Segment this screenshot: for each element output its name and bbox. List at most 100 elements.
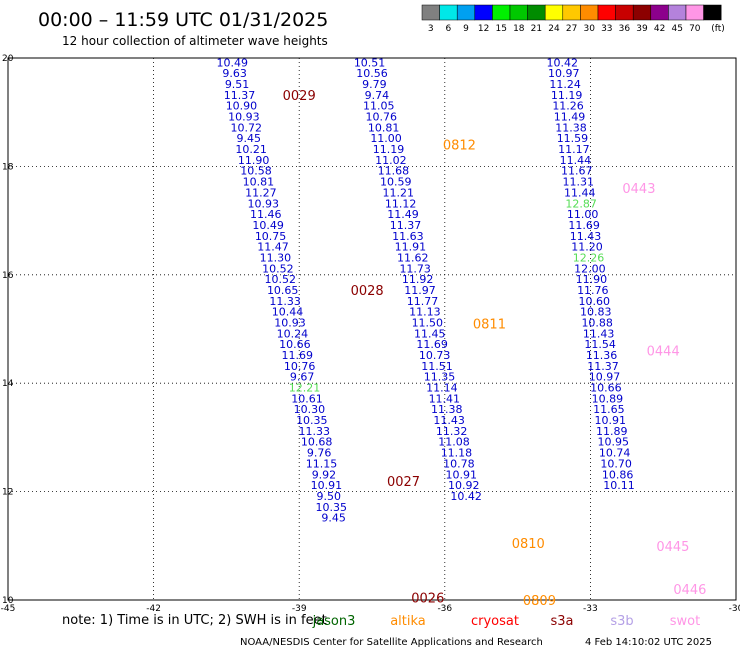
y-tick-label: 18 [2, 162, 14, 172]
wave-height-value: 11.90 [576, 273, 608, 286]
x-tick-label: -39 [292, 604, 307, 614]
legend-label: 45 [671, 24, 682, 34]
satellite-name: cryosat [471, 614, 519, 629]
pass-time-label: 0810 [512, 537, 545, 552]
wave-height-value: 11.08 [438, 436, 470, 449]
legend-swatch [597, 4, 616, 21]
satellite-name: s3a [550, 614, 573, 629]
wave-height-value: 9.51 [225, 78, 250, 91]
pass-time-label: 0028 [351, 284, 384, 299]
legend-swatch [562, 4, 581, 21]
legend-label: 18 [513, 24, 525, 34]
wave-height-value: 10.72 [231, 121, 263, 134]
wave-height-value: 10.51 [354, 56, 386, 69]
legend-swatch [668, 4, 687, 21]
wave-height-value: 10.93 [274, 316, 306, 329]
legend-swatch [527, 4, 546, 21]
legend-label: 6 [446, 24, 452, 34]
legend-swatch [492, 4, 511, 21]
wave-height-value: 11.73 [399, 262, 431, 275]
x-tick-label: -33 [583, 604, 598, 614]
wave-height-value: 11.63 [392, 230, 424, 243]
legend-swatch [580, 4, 599, 21]
wave-height-value: 10.95 [597, 436, 629, 449]
wave-height-value: 9.63 [222, 67, 247, 80]
wave-height-value: 10.52 [262, 262, 294, 275]
wave-height-value: 10.66 [590, 382, 622, 395]
legend-label: 30 [583, 24, 595, 34]
wave-height-value: 11.33 [269, 295, 301, 308]
pass-time-label: 0811 [473, 318, 506, 333]
wave-height-value: 11.45 [414, 327, 446, 340]
wave-height-value: 11.89 [596, 425, 628, 438]
wave-height-value: 12.87 [565, 197, 597, 210]
pass-time-label: 0029 [283, 89, 316, 104]
wave-height-value: 11.18 [441, 447, 473, 460]
wave-height-value: 10.81 [368, 121, 400, 134]
footer-credit: NOAA/NESDIS Center for Satellite Applica… [240, 637, 543, 648]
wave-height-value: 10.52 [265, 273, 297, 286]
wave-height-value: 11.24 [549, 78, 581, 91]
wave-height-value: 9.45 [321, 512, 346, 525]
satellite-name: s3b [610, 614, 633, 629]
x-tick-label: -42 [146, 604, 161, 614]
wave-height-value: 10.83 [580, 306, 612, 319]
wave-height-value: 10.93 [248, 197, 280, 210]
satellite-name: altika [390, 614, 426, 629]
legend-swatch [703, 4, 722, 21]
color-legend: 3 6 9 12 15 18 21 24 27 30 33 36 39 42 45 70 [421, 4, 722, 34]
wave-height-value: 9.92 [312, 468, 337, 481]
wave-height-value: 11.97 [404, 284, 436, 297]
wave-height-value: 10.49 [216, 56, 248, 69]
wave-height-value: 11.59 [557, 132, 589, 145]
wave-height-value: 11.05 [363, 100, 395, 113]
wave-height-value: 11.77 [407, 295, 439, 308]
wave-height-value: 11.32 [436, 425, 468, 438]
wave-height-value: 11.67 [561, 165, 593, 178]
wave-height-value: 11.14 [426, 382, 458, 395]
wave-height-value: 9.50 [317, 490, 342, 503]
wave-height-value: 12.26 [573, 251, 605, 264]
legend-swatch [421, 4, 440, 21]
wave-height-value: 11.43 [570, 230, 602, 243]
wave-height-value: 11.69 [282, 349, 314, 362]
wave-height-value: 11.00 [370, 132, 402, 145]
wave-height-value: 10.68 [301, 436, 333, 449]
wave-height-value: 10.92 [448, 479, 480, 492]
wave-height-value: 10.24 [277, 327, 309, 340]
y-tick-label: 14 [2, 379, 14, 389]
wave-height-value: 11.49 [554, 111, 586, 124]
wave-height-value: 11.37 [390, 219, 422, 232]
wave-height-value: 11.37 [224, 89, 256, 102]
wave-height-value: 11.44 [564, 186, 596, 199]
plot-frame [7, 57, 737, 601]
pass-time-label: 0446 [673, 583, 706, 598]
wave-height-value: 11.41 [429, 392, 461, 405]
footer-note: note: 1) Time is in UTC; 2) SWH is in fe… [62, 613, 327, 628]
satellite-name: jason3 [312, 614, 356, 629]
wave-height-value: 9.76 [307, 447, 332, 460]
wave-height-value: 10.97 [548, 67, 580, 80]
wave-height-value: 9.45 [236, 132, 261, 145]
pass-time-label: 0444 [647, 345, 680, 360]
wave-height-value: 10.76 [365, 111, 397, 124]
wave-height-value: 11.31 [563, 176, 595, 189]
pass-time-label: 0443 [622, 182, 655, 197]
wave-height-value: 11.46 [250, 208, 282, 221]
wave-height-value: 11.90 [238, 154, 270, 167]
pass-time-label: 0445 [656, 540, 689, 555]
wave-height-value: 10.65 [267, 284, 299, 297]
wave-height-value: 10.97 [589, 371, 621, 384]
wave-height-value: 10.11 [603, 479, 635, 492]
legend-label: 21 [531, 24, 542, 34]
wave-height-value: 10.60 [579, 295, 611, 308]
wave-height-value: 10.70 [600, 457, 632, 470]
wave-height-value: 10.66 [279, 338, 311, 351]
wave-height-value: 11.51 [421, 360, 453, 373]
chart-subtitle: 12 hour collection of altimeter wave hei… [62, 34, 328, 48]
legend-label: 15 [495, 24, 506, 34]
legend-swatch [474, 4, 493, 21]
legend-label: 24 [548, 24, 560, 34]
wave-height-value: 10.58 [240, 165, 272, 178]
